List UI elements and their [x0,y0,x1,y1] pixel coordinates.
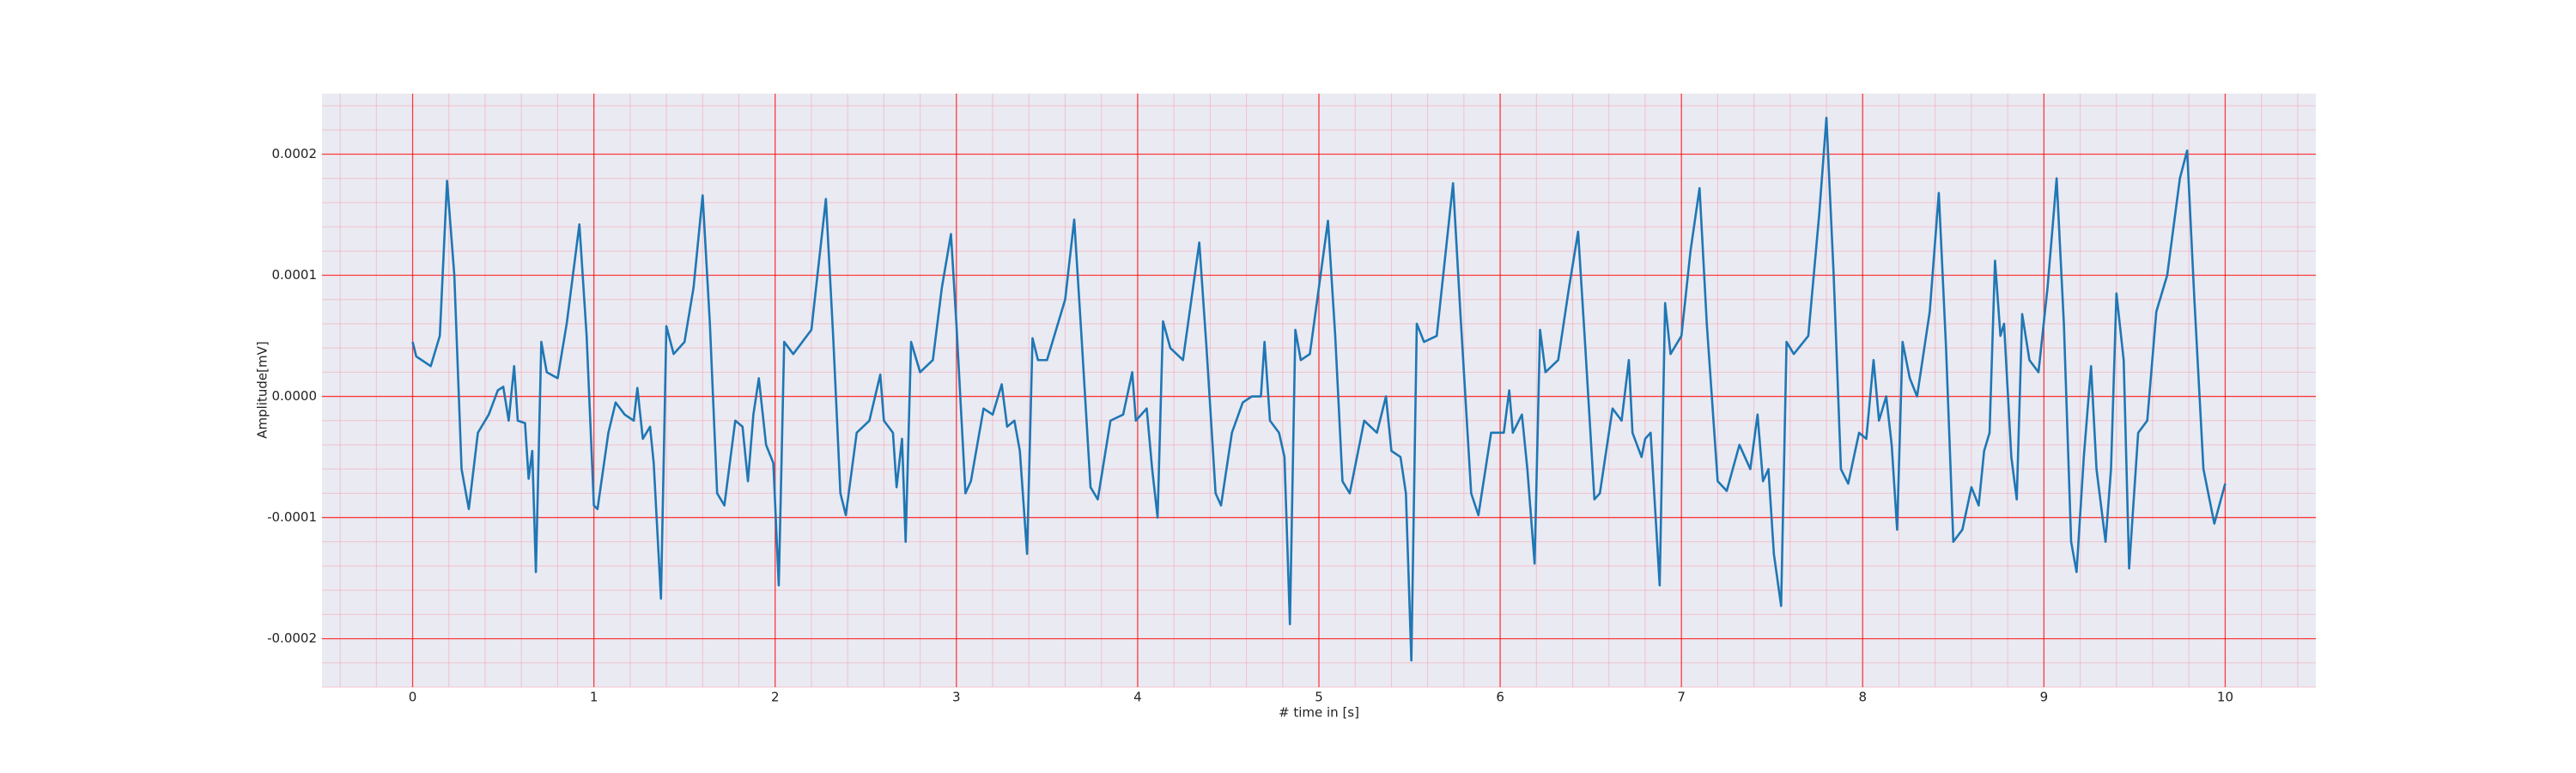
x-tick-label: 8 [1858,690,1867,705]
x-tick-label: 10 [2217,690,2233,705]
x-tick-label: 0 [409,690,417,705]
x-tick-label: 9 [2040,690,2049,705]
y-tick-label: -0.0001 [267,509,317,525]
x-tick-label: 6 [1496,690,1504,705]
x-tick-label: 3 [952,690,961,705]
x-tick-label: 5 [1315,690,1323,705]
signal-line [411,116,2227,662]
y-tick-label: -0.0002 [267,630,317,646]
x-tick-label: 7 [1677,690,1686,705]
x-tick-label: 4 [1133,690,1142,705]
y-tick-label: 0.0002 [272,146,318,161]
y-axis-label: Amplitude[mV] [255,341,270,438]
x-axis-label: # time in [s] [1279,705,1359,721]
x-tick-label: 1 [590,690,598,705]
y-tick-label: 0.0001 [272,267,318,283]
x-tick-label: 2 [771,690,780,705]
y-tick-label: 0.0000 [272,388,318,404]
